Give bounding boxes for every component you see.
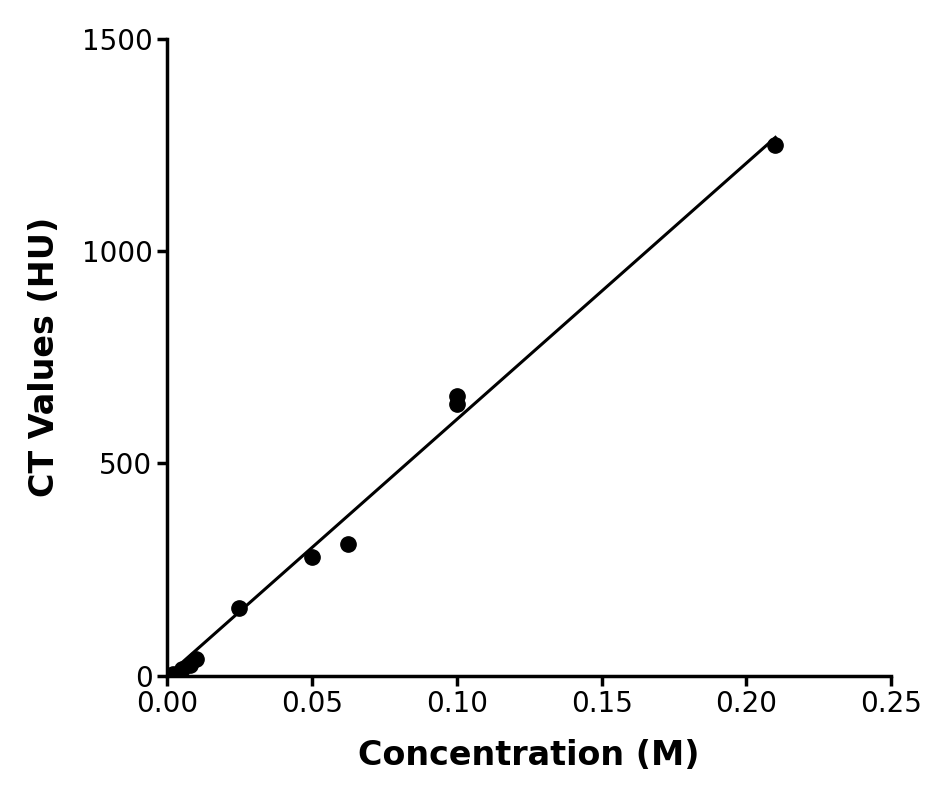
Point: [449, 389, 465, 402]
X-axis label: Concentration (M): Concentration (M): [358, 739, 700, 772]
Point: [304, 550, 319, 563]
Point: [768, 138, 783, 151]
Point: [340, 538, 355, 550]
Point: [160, 670, 175, 682]
Point: [182, 658, 198, 671]
Point: [165, 667, 180, 680]
Point: [174, 663, 189, 676]
Point: [232, 602, 247, 614]
Y-axis label: CT Values (HU): CT Values (HU): [28, 217, 61, 498]
Point: [449, 398, 465, 410]
Point: [188, 653, 203, 666]
